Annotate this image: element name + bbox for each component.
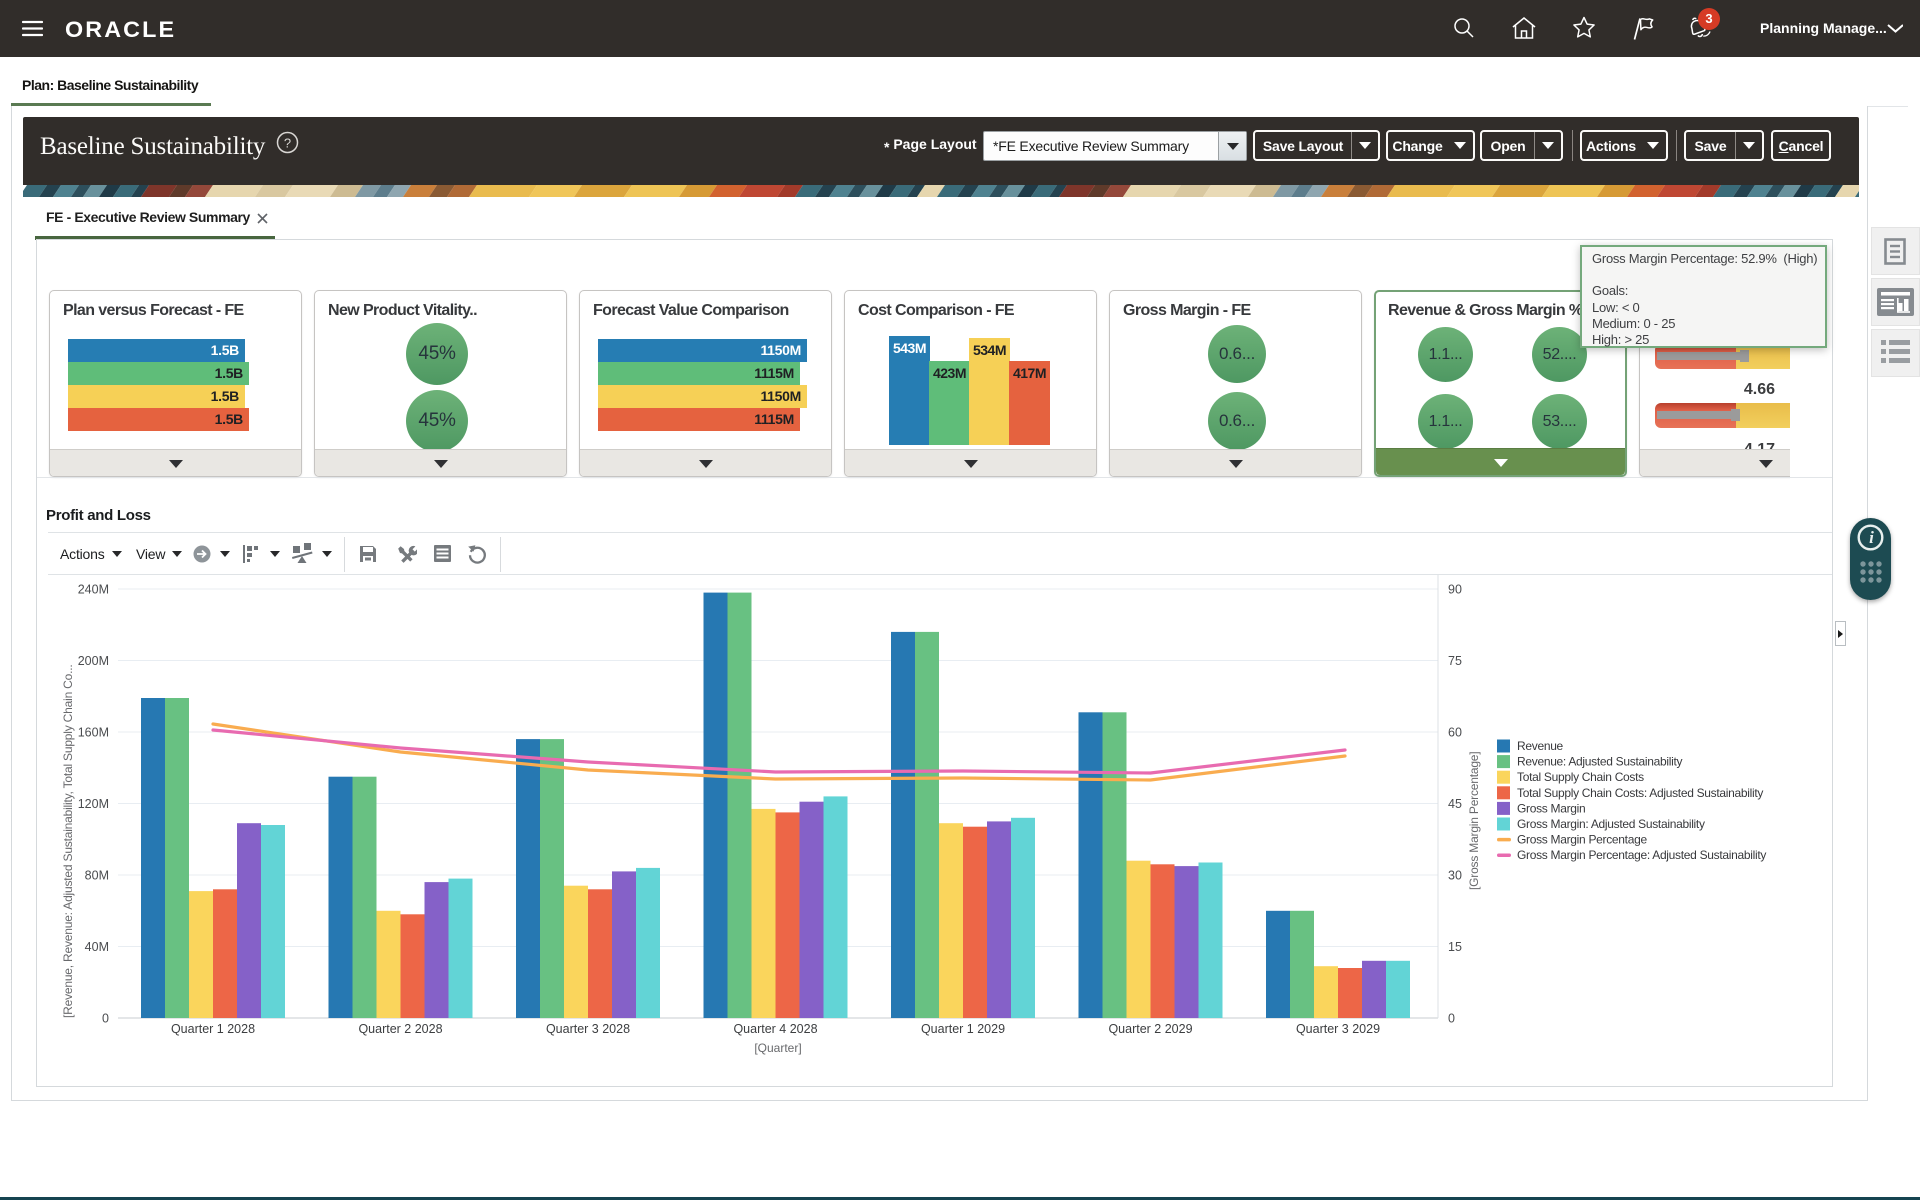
- svg-text:160M: 160M: [78, 726, 109, 740]
- svg-text:Quarter 2 2029: Quarter 2 2029: [1108, 1022, 1192, 1036]
- svg-text:[Gross Margin Percentage]: [Gross Margin Percentage]: [1467, 752, 1481, 890]
- svg-text:240M: 240M: [78, 583, 109, 597]
- svg-text:15: 15: [1448, 940, 1462, 954]
- svg-text:[Quarter]: [Quarter]: [754, 1041, 801, 1055]
- svg-text:Revenue: Revenue: [1517, 739, 1564, 753]
- svg-text:Quarter 3 2028: Quarter 3 2028: [546, 1022, 630, 1036]
- svg-text:75: 75: [1448, 654, 1462, 668]
- svg-text:[Revenue, Revenue: Adjusted Su: [Revenue, Revenue: Adjusted Sustainabili…: [61, 664, 75, 1018]
- svg-text:i: i: [1869, 528, 1874, 547]
- svg-text:120M: 120M: [78, 797, 109, 811]
- svg-text:30: 30: [1448, 869, 1462, 883]
- svg-text:Gross Margin Percentage: Adjus: Gross Margin Percentage: Adjusted Sustai…: [1517, 848, 1766, 862]
- svg-text:40M: 40M: [85, 940, 109, 954]
- svg-text:90: 90: [1448, 583, 1462, 597]
- svg-text:Total Supply Chain Costs: Adju: Total Supply Chain Costs: Adjusted Susta…: [1517, 786, 1763, 800]
- svg-text:60: 60: [1448, 726, 1462, 740]
- svg-text:Quarter 2 2028: Quarter 2 2028: [358, 1022, 442, 1036]
- svg-text:Revenue: Adjusted Sustainabili: Revenue: Adjusted Sustainability: [1517, 755, 1682, 769]
- svg-text:Quarter 1 2029: Quarter 1 2029: [921, 1022, 1005, 1036]
- svg-text:80M: 80M: [85, 869, 109, 883]
- svg-text:45: 45: [1448, 797, 1462, 811]
- svg-text:Quarter 3 2029: Quarter 3 2029: [1296, 1022, 1380, 1036]
- svg-text:Gross Margin Percentage: Gross Margin Percentage: [1517, 833, 1647, 847]
- svg-text:200M: 200M: [78, 654, 109, 668]
- svg-text:0: 0: [102, 1012, 109, 1026]
- svg-text:Quarter 4 2028: Quarter 4 2028: [733, 1022, 817, 1036]
- svg-text:Gross Margin: Adjusted Sustain: Gross Margin: Adjusted Sustainability: [1517, 817, 1705, 831]
- svg-text:Gross Margin: Gross Margin: [1517, 801, 1585, 815]
- svg-text:Quarter 1 2028: Quarter 1 2028: [171, 1022, 255, 1036]
- svg-text:0: 0: [1448, 1012, 1455, 1026]
- svg-text:Total Supply Chain Costs: Total Supply Chain Costs: [1517, 770, 1644, 784]
- svg-text:?: ?: [284, 136, 291, 151]
